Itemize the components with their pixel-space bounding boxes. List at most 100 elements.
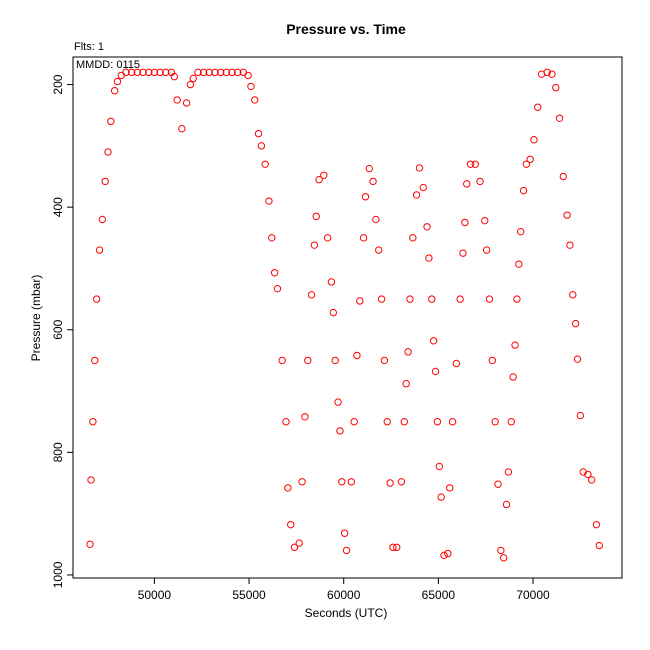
data-point [347,478,355,486]
data-point [331,356,339,365]
data-point [456,295,464,303]
data-point [122,68,130,77]
data-point [329,308,338,317]
data-point [150,68,159,77]
data-point [189,74,197,83]
data-point [463,180,471,188]
x-tick-label: 60000 [327,588,361,602]
data-point [365,164,373,173]
data-point [228,68,236,77]
data-point [298,478,306,486]
data-point [433,418,442,426]
data-point [517,227,525,236]
data-point [251,96,259,104]
y-axis-label: Pressure (mbar) [29,275,43,362]
data-point [429,337,438,345]
data-point [526,155,534,164]
data-point [182,99,191,107]
data-point [145,68,153,77]
data-point [186,80,195,89]
chart-title: Pressure vs. Time [286,21,406,37]
data-point [323,234,332,242]
data-point [452,359,461,368]
data-point [509,373,517,381]
data-point [110,87,119,95]
data-point [459,249,467,257]
data-point [265,197,273,205]
data-point [494,480,502,488]
plot-frame [72,56,623,579]
data-point [307,291,316,299]
data-point [194,68,202,77]
data-point [320,171,328,179]
data-point [89,418,97,426]
data-point [563,211,571,219]
data-point [423,223,431,231]
data-point [513,295,521,303]
data-point [369,177,377,186]
data-point [502,500,511,509]
data-point [491,418,499,426]
data-point [268,234,276,242]
data-point [95,246,104,254]
data-point [127,68,136,77]
data-point [359,234,368,242]
y-tick-label: 600 [51,319,65,339]
data-point [419,183,427,192]
data-point [584,470,592,479]
data-point [247,82,255,91]
y-tick-label: 1000 [51,561,65,588]
data-point [389,543,397,552]
data-point [548,70,556,78]
data-point [440,551,448,560]
data-point [481,216,489,225]
data-point [461,218,469,227]
data-point [497,546,505,555]
data-point [415,164,424,172]
data-point [139,68,147,77]
data-point [444,549,452,558]
data-point [234,68,242,77]
x-axis-label: Seconds (UTC) [305,606,388,620]
data-point [559,172,568,181]
x-tick-label: 50000 [138,588,172,602]
data-point [104,148,112,156]
data-point [295,539,303,547]
data-point [437,493,445,501]
data-point [301,413,309,421]
data-point [377,295,386,303]
data-point [340,529,349,537]
data-point [178,125,186,133]
data-point [466,160,475,168]
data-point [113,77,122,86]
data-point [356,297,364,305]
data-point [380,356,389,365]
data-point [573,355,582,363]
data-point [361,193,370,201]
data-point [576,411,585,420]
data-point [278,356,286,365]
data-point [543,68,551,77]
data-point [552,83,560,92]
data-point [338,478,346,486]
data-point [409,234,417,242]
data-point [270,269,279,277]
data-point [471,160,479,168]
data-point [92,295,101,303]
data-point [571,319,580,328]
data-point [485,295,494,303]
data-point [397,478,406,486]
data-point [412,191,421,199]
data-point [327,278,336,286]
data-point [400,418,408,426]
data-point [569,291,577,299]
data-point [86,540,94,548]
data-point [566,241,574,249]
data-point [273,284,282,293]
data-point [448,418,457,426]
data-point [336,427,344,435]
data-point [211,68,219,77]
data-point [476,177,484,186]
data-point [504,468,513,476]
